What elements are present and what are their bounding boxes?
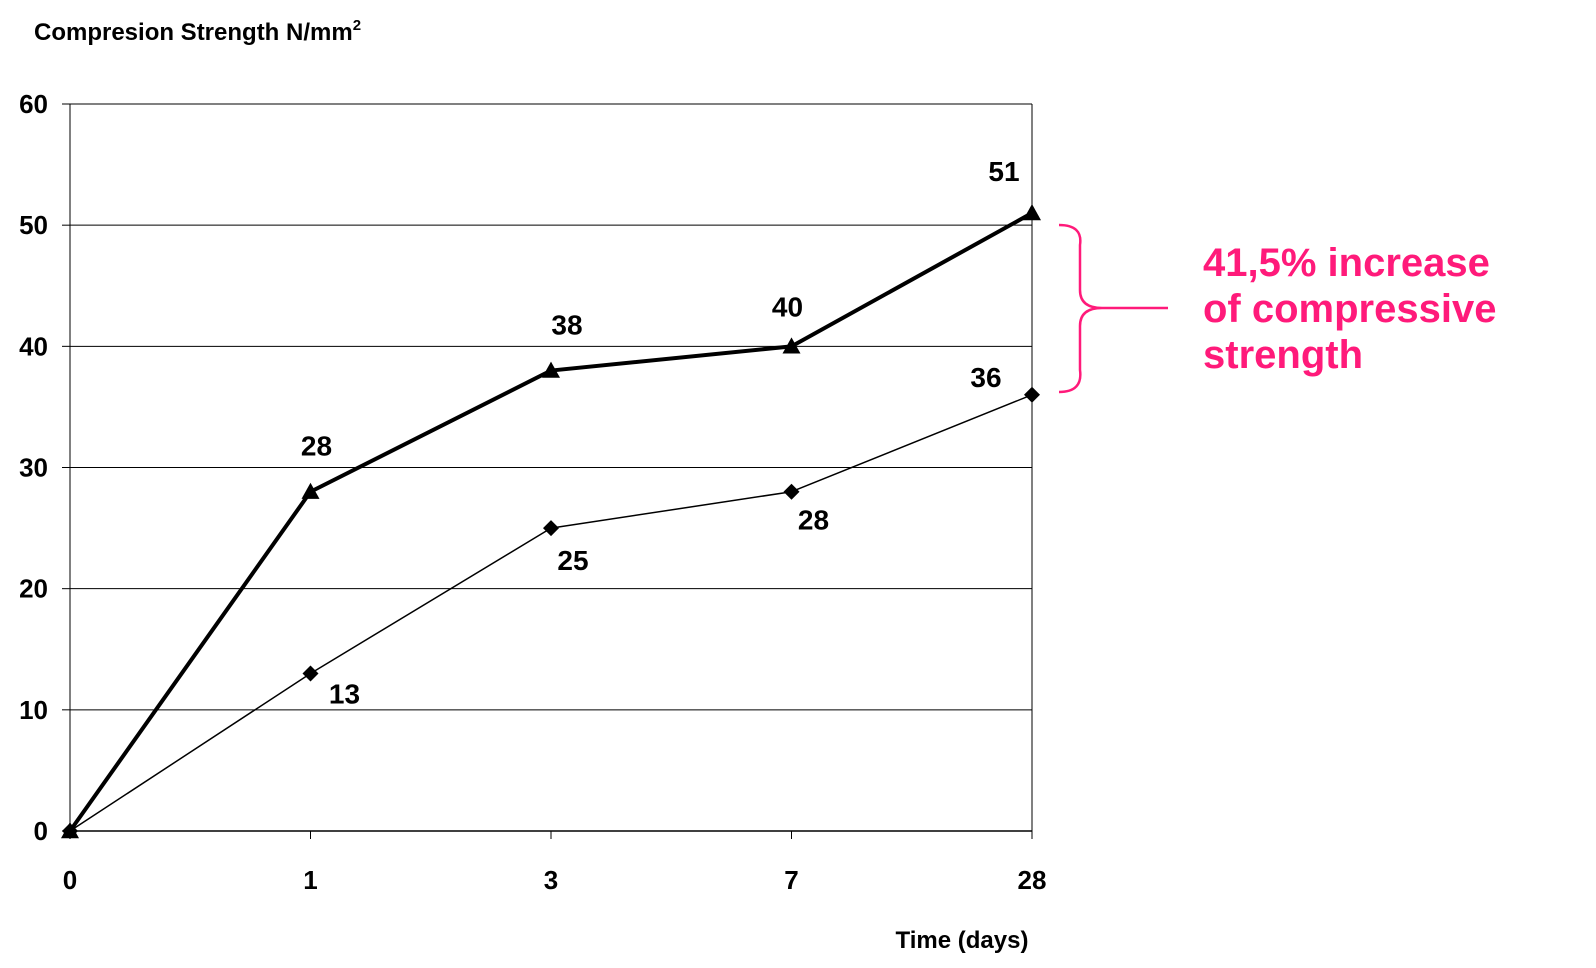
axes: [62, 103, 1033, 839]
annotation-line: strength: [1203, 333, 1363, 377]
y-tick-labels: 0 10 20 30 40 50 60: [19, 89, 48, 846]
y-tick-label: 10: [19, 695, 48, 725]
y-tick-label: 40: [19, 331, 48, 361]
chart-title: Compresion Strength N/mm2: [34, 17, 361, 46]
data-label: 51: [988, 156, 1019, 187]
triangle-point: [782, 337, 801, 354]
grid-lines: [70, 103, 1032, 711]
data-label: 36: [970, 362, 1001, 393]
y-tick-label: 0: [34, 816, 48, 846]
diamond-point: [302, 665, 319, 682]
data-label: 13: [329, 678, 360, 709]
data-label: 40: [772, 291, 803, 322]
annotation-group: 41,5% increase of compressive strength: [1058, 223, 1496, 394]
x-tick-label: 28: [1018, 865, 1047, 895]
annotation-line: 41,5% increase: [1203, 241, 1490, 285]
annotation-text: 41,5% increase of compressive strength: [1203, 241, 1496, 377]
chart-title-text: Compresion Strength N/mm: [34, 19, 353, 46]
y-tick-label: 30: [19, 453, 48, 483]
diamond-point: [783, 483, 800, 500]
triangle-point: [542, 361, 560, 378]
data-label: 28: [301, 431, 332, 462]
data-labels: 28 38 40 51 13 25 28 36: [301, 156, 1020, 709]
triangle-point: [1023, 204, 1041, 221]
annotation-brace: [1058, 223, 1168, 394]
y-tick-label: 20: [19, 574, 48, 604]
diamond-point: [543, 520, 559, 537]
diamond-point: [1024, 386, 1040, 403]
x-tick-label: 0: [63, 865, 77, 895]
data-label: 28: [798, 505, 829, 536]
data-series: [61, 204, 1041, 839]
triangle-point: [301, 482, 320, 499]
y-tick-label: 60: [19, 89, 48, 119]
series-line: [69, 394, 1033, 832]
annotation-line: of compressive: [1203, 287, 1496, 331]
x-tick-label: 3: [544, 865, 558, 895]
y-tick-label: 50: [19, 210, 48, 240]
chart-title-superscript: 2: [353, 17, 361, 34]
x-tick-labels: 0 1 3 7 28: [63, 865, 1047, 895]
x-tick-label: 1: [303, 865, 317, 895]
data-label: 38: [551, 310, 582, 341]
data-label: 25: [557, 545, 588, 576]
diamond-point: [62, 823, 78, 839]
x-tick-label: 7: [784, 865, 798, 895]
x-axis-title: Time (days): [896, 927, 1029, 954]
